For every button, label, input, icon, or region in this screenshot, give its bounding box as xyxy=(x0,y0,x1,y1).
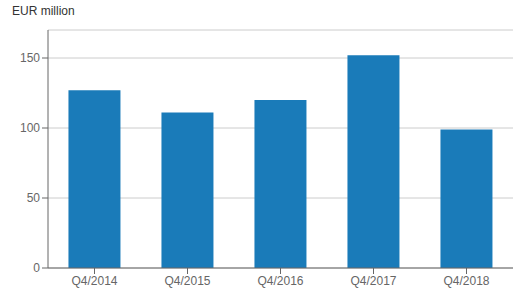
html-text:EUR million: EUR million xyxy=(12,4,75,18)
svg-text:0: 0 xyxy=(33,261,40,275)
svg-text:Q4/2018: Q4/2018 xyxy=(443,274,489,288)
svg-text:Q4/2014: Q4/2014 xyxy=(71,274,117,288)
svg-text:100: 100 xyxy=(20,121,40,135)
svg-text:150: 150 xyxy=(20,51,40,65)
svg-text:Q4/2017: Q4/2017 xyxy=(350,274,396,288)
svg-text:Q4/2015: Q4/2015 xyxy=(164,274,210,288)
svg-text:Q4/2016: Q4/2016 xyxy=(257,274,303,288)
svg-text:50: 50 xyxy=(27,191,41,205)
